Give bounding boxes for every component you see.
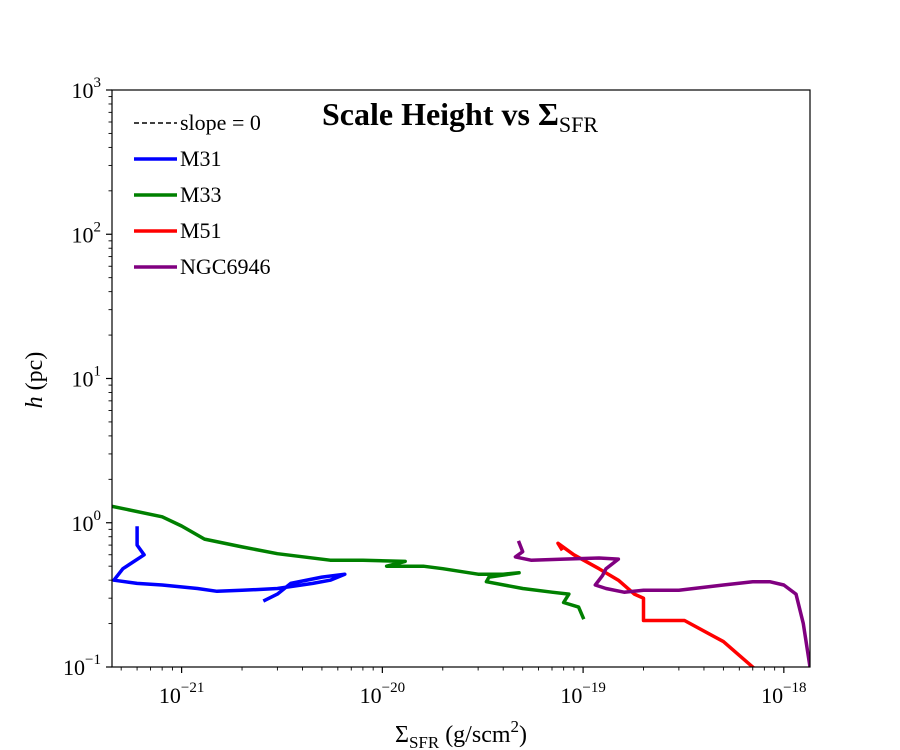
legend: slope = 0 M31 M33 M51 NGC6946 — [134, 110, 270, 279]
x-axis-label-sub: SFR — [409, 733, 440, 750]
chart-title: Scale Height vs ΣSFR — [322, 96, 598, 137]
legend-label-m51: M51 — [180, 218, 222, 243]
y-axis-label-italic: h — [22, 396, 48, 408]
y-tick-label: 10−1 — [63, 652, 101, 680]
x-tick-label: 10−18 — [761, 680, 806, 708]
y-tick-label: 102 — [72, 219, 102, 247]
y-tick-label: 101 — [72, 364, 102, 392]
x-tick-label: 10−20 — [360, 680, 405, 708]
chart-title-main: Scale Height vs Σ — [322, 96, 559, 132]
x-axis-label-main: Σ — [395, 722, 409, 748]
legend-label-m31: M31 — [180, 146, 222, 171]
y-axis-label-rest: (pc) — [22, 352, 48, 397]
y-tick-label: 100 — [72, 508, 102, 536]
x-axis-label-rest: (g/scm — [439, 722, 511, 748]
x-axis-label: ΣSFR (g/scm2) — [395, 717, 527, 750]
y-axis-label: h (pc) — [22, 352, 48, 409]
series-line-m31 — [112, 526, 347, 603]
legend-label-ngc6946: NGC6946 — [180, 254, 270, 279]
axes-frame — [111, 89, 811, 668]
series-line-ngc6946 — [513, 540, 810, 667]
x-tick-label: 10−19 — [560, 680, 605, 708]
x-axis-label-close: ) — [519, 722, 527, 748]
x-axis-label-sup: 2 — [511, 717, 520, 736]
chart-title-sub: SFR — [559, 112, 598, 137]
ticks-layer: 10−21 10−20 10−19 10−18 10−1 100 101 102 103 — [63, 75, 807, 708]
series-line-m51 — [556, 541, 756, 667]
series-layer — [112, 504, 810, 667]
x-tick-label: 10−21 — [159, 680, 204, 708]
series-line-m33 — [112, 504, 586, 620]
y-tick-label: 103 — [72, 75, 102, 103]
legend-label-m33: M33 — [180, 182, 222, 207]
legend-label-slope-0: slope = 0 — [180, 110, 261, 135]
